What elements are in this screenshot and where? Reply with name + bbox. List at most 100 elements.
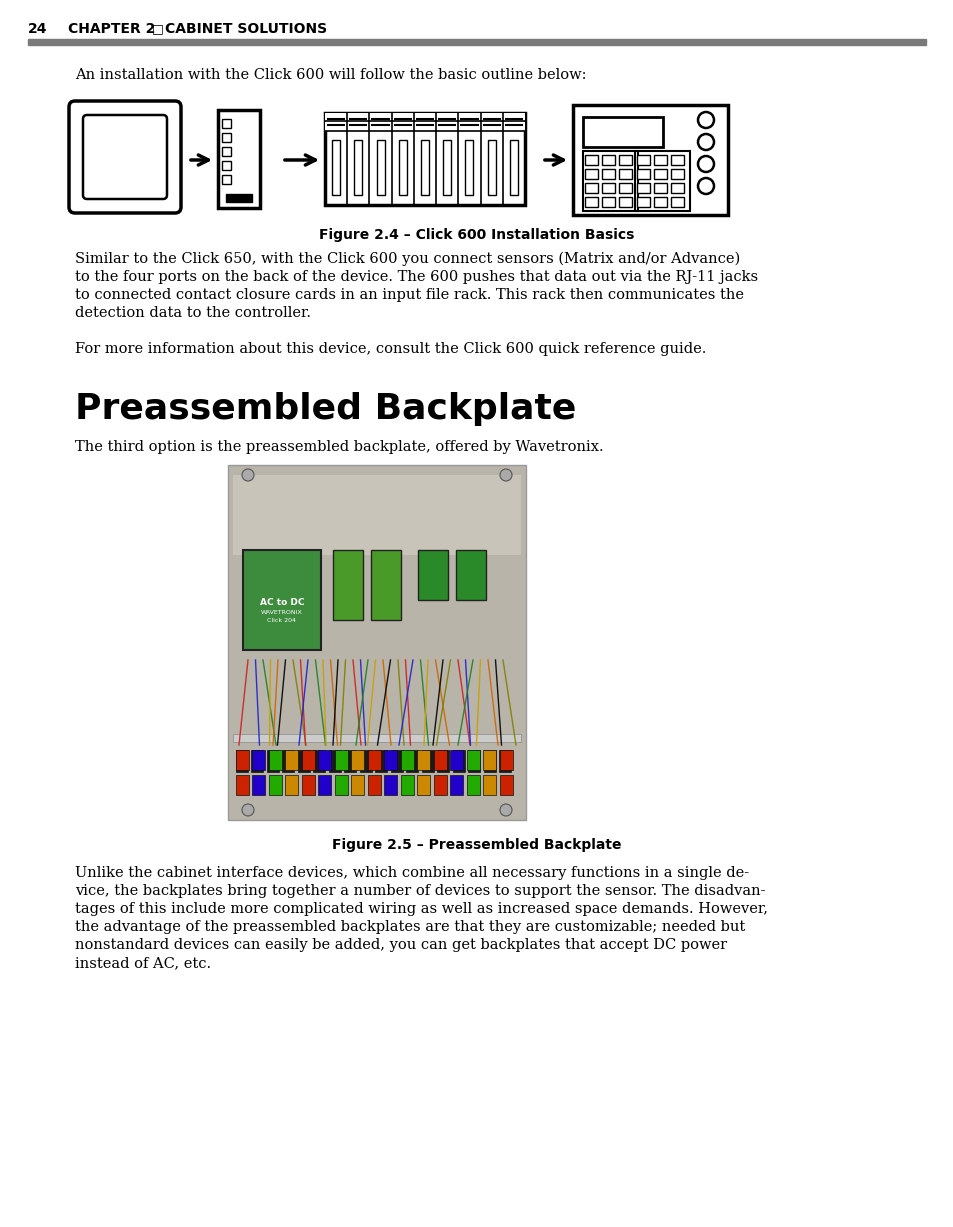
- Bar: [618, 183, 631, 193]
- Text: The third option is the preassembled backplate, offered by Wavetronix.: The third option is the preassembled bac…: [75, 440, 603, 454]
- Bar: [314, 750, 325, 772]
- Circle shape: [698, 134, 713, 150]
- Bar: [467, 750, 479, 771]
- Bar: [302, 775, 314, 795]
- Bar: [332, 140, 340, 195]
- Bar: [318, 775, 331, 795]
- Bar: [467, 775, 479, 795]
- Bar: [253, 775, 265, 795]
- Bar: [453, 750, 464, 772]
- Bar: [499, 750, 513, 771]
- Bar: [351, 775, 364, 795]
- Bar: [233, 734, 520, 742]
- Bar: [637, 198, 649, 207]
- Bar: [499, 775, 513, 795]
- Bar: [584, 155, 598, 164]
- Bar: [344, 750, 356, 772]
- Text: WAVETRONIX: WAVETRONIX: [261, 610, 302, 615]
- Bar: [218, 110, 260, 209]
- Bar: [318, 750, 331, 771]
- Bar: [670, 155, 683, 164]
- Bar: [335, 775, 348, 795]
- Bar: [285, 775, 298, 795]
- Bar: [437, 750, 449, 772]
- Bar: [654, 198, 666, 207]
- Text: the advantage of the preassembled backplates are that they are customizable; nee: the advantage of the preassembled backpl…: [75, 920, 744, 934]
- Bar: [371, 550, 400, 620]
- Bar: [325, 113, 524, 131]
- Bar: [359, 750, 372, 772]
- Bar: [335, 750, 348, 771]
- Bar: [297, 750, 310, 772]
- Bar: [226, 194, 252, 202]
- Bar: [635, 151, 689, 211]
- Bar: [222, 133, 231, 142]
- Bar: [325, 113, 524, 205]
- Text: AC to DC: AC to DC: [259, 598, 304, 607]
- Text: An installation with the Click 600 will follow the basic outline below:: An installation with the Click 600 will …: [75, 67, 586, 82]
- Bar: [391, 750, 402, 772]
- Bar: [368, 775, 380, 795]
- Circle shape: [698, 112, 713, 128]
- Bar: [456, 550, 485, 600]
- Bar: [417, 750, 430, 771]
- Bar: [601, 169, 615, 179]
- Bar: [384, 775, 397, 795]
- Bar: [333, 550, 363, 620]
- Text: tages of this include more complicated wiring as well as increased space demands: tages of this include more complicated w…: [75, 902, 767, 917]
- Bar: [483, 750, 496, 772]
- Bar: [584, 183, 598, 193]
- Text: Preassembled Backplate: Preassembled Backplate: [75, 391, 576, 426]
- Circle shape: [499, 469, 512, 481]
- Bar: [252, 750, 263, 772]
- Text: vice, the backplates bring together a number of devices to support the sensor. T: vice, the backplates bring together a nu…: [75, 883, 764, 898]
- Bar: [351, 750, 364, 771]
- Text: Figure 2.5 – Preassembled Backplate: Figure 2.5 – Preassembled Backplate: [332, 838, 621, 852]
- Bar: [235, 775, 249, 795]
- Text: For more information about this device, consult the Click 600 quick reference gu: For more information about this device, …: [75, 342, 705, 356]
- Bar: [368, 750, 380, 771]
- Circle shape: [242, 469, 253, 481]
- Bar: [654, 183, 666, 193]
- Bar: [400, 750, 414, 771]
- Bar: [400, 775, 414, 795]
- Bar: [417, 550, 448, 600]
- Text: to the four ports on the back of the device. The 600 pushes that data out via th: to the four ports on the back of the dev…: [75, 270, 758, 283]
- Text: instead of AC, etc.: instead of AC, etc.: [75, 956, 211, 971]
- Text: □: □: [152, 22, 164, 36]
- Bar: [601, 183, 615, 193]
- Bar: [483, 750, 496, 771]
- Text: nonstandard devices can easily be added, you can get backplates that accept DC p: nonstandard devices can easily be added,…: [75, 937, 726, 952]
- Bar: [375, 750, 387, 772]
- Bar: [618, 169, 631, 179]
- Bar: [384, 750, 397, 771]
- Bar: [285, 750, 298, 771]
- Bar: [406, 750, 418, 772]
- Bar: [420, 140, 429, 195]
- FancyBboxPatch shape: [83, 115, 167, 199]
- Bar: [329, 750, 340, 772]
- Bar: [670, 169, 683, 179]
- Bar: [468, 750, 480, 772]
- FancyBboxPatch shape: [69, 101, 181, 213]
- Bar: [637, 155, 649, 164]
- Text: detection data to the controller.: detection data to the controller.: [75, 306, 311, 320]
- Bar: [222, 175, 231, 184]
- Bar: [235, 750, 248, 772]
- Bar: [222, 161, 231, 171]
- Bar: [499, 750, 511, 772]
- Bar: [601, 155, 615, 164]
- Bar: [417, 775, 430, 795]
- Bar: [302, 750, 314, 771]
- Bar: [582, 151, 638, 211]
- Bar: [637, 183, 649, 193]
- Bar: [443, 140, 451, 195]
- Bar: [670, 183, 683, 193]
- Text: Click 204: Click 204: [267, 618, 296, 623]
- Bar: [434, 750, 447, 771]
- Bar: [584, 198, 598, 207]
- Bar: [269, 750, 282, 771]
- Bar: [398, 140, 406, 195]
- Bar: [670, 198, 683, 207]
- Circle shape: [698, 178, 713, 194]
